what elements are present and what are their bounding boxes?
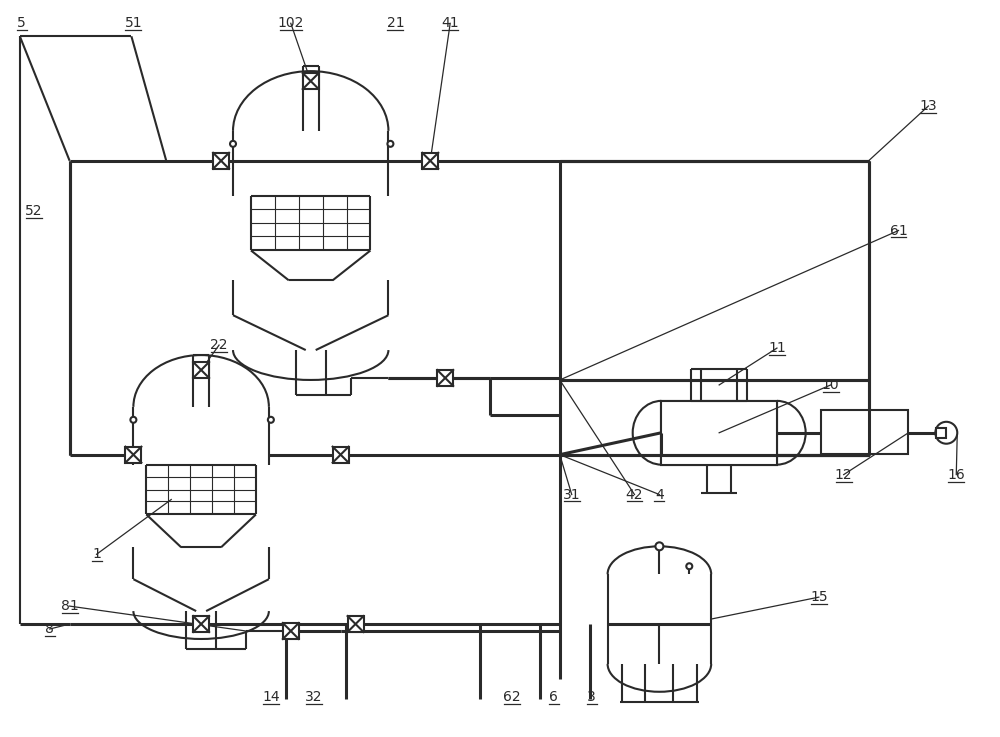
Text: 3: 3 <box>587 690 596 704</box>
Circle shape <box>686 563 692 569</box>
Bar <box>283 623 299 639</box>
Bar <box>422 153 438 169</box>
Text: 81: 81 <box>61 599 79 613</box>
Bar <box>437 370 453 386</box>
Text: 41: 41 <box>441 16 459 30</box>
Bar <box>348 616 364 632</box>
Text: 102: 102 <box>278 16 304 30</box>
Text: 10: 10 <box>822 378 840 392</box>
Text: 14: 14 <box>262 690 280 704</box>
Circle shape <box>935 422 957 444</box>
Text: 52: 52 <box>25 203 43 217</box>
Text: 1: 1 <box>92 548 101 562</box>
Bar <box>821 410 908 454</box>
Bar <box>193 616 209 632</box>
Circle shape <box>655 542 663 551</box>
Bar <box>333 447 349 463</box>
Text: 62: 62 <box>503 690 521 704</box>
Text: 15: 15 <box>810 590 828 604</box>
Circle shape <box>268 417 274 423</box>
Text: 16: 16 <box>947 467 965 481</box>
Circle shape <box>130 417 136 423</box>
Text: 13: 13 <box>920 99 937 113</box>
Bar <box>303 73 319 89</box>
Text: 31: 31 <box>563 487 581 501</box>
Text: 11: 11 <box>768 341 786 355</box>
Bar <box>213 153 229 169</box>
Text: 6: 6 <box>549 690 558 704</box>
Bar <box>193 362 209 378</box>
Text: 22: 22 <box>210 338 228 352</box>
Bar <box>661 401 777 464</box>
Text: 32: 32 <box>305 690 322 704</box>
Bar <box>936 427 946 438</box>
Text: 42: 42 <box>626 487 643 501</box>
Bar <box>125 447 141 463</box>
Circle shape <box>387 141 393 147</box>
Text: 5: 5 <box>17 16 26 30</box>
Text: 12: 12 <box>835 467 853 481</box>
Text: 51: 51 <box>125 16 142 30</box>
Bar <box>661 401 777 464</box>
Text: 21: 21 <box>387 16 404 30</box>
Text: 4: 4 <box>655 487 664 501</box>
Text: 61: 61 <box>890 223 907 237</box>
Circle shape <box>230 141 236 147</box>
Text: 8: 8 <box>45 622 54 636</box>
